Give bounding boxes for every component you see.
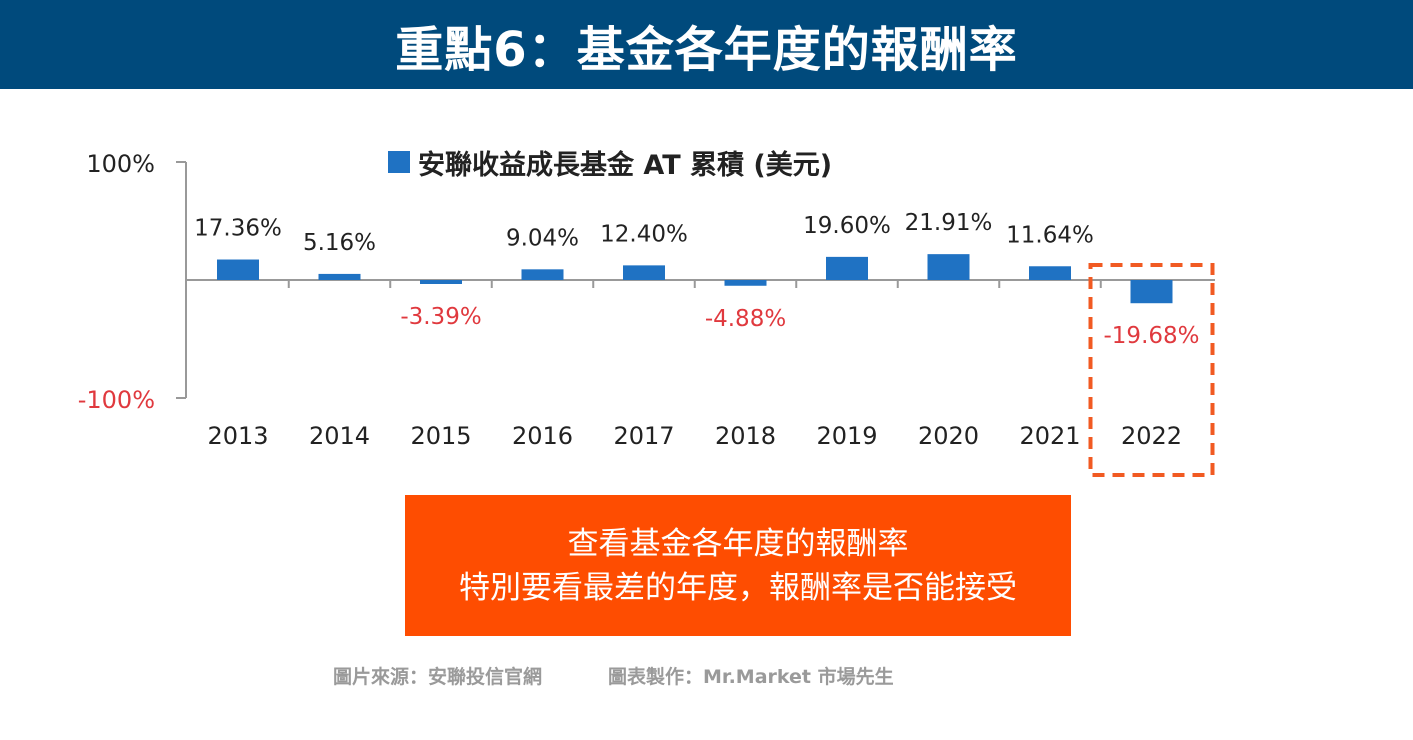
bar <box>420 280 462 285</box>
legend-swatch <box>388 151 410 173</box>
callout-line-1: 查看基金各年度的報酬率 <box>567 525 909 562</box>
data-label: 19.60% <box>803 213 891 239</box>
bar <box>1029 266 1071 280</box>
data-label: 21.91% <box>905 210 993 236</box>
x-tick-label: 2019 <box>816 422 877 450</box>
x-tick-label: 2016 <box>512 422 573 450</box>
x-tick-label: 2022 <box>1121 422 1182 450</box>
data-label: 9.04% <box>506 225 579 251</box>
bar <box>623 265 665 280</box>
x-tick-label: 2020 <box>918 422 979 450</box>
bar <box>724 280 767 286</box>
bar <box>826 256 868 280</box>
bar <box>217 259 259 280</box>
x-tick-label: 2015 <box>410 422 471 450</box>
y-tick-label: -100% <box>78 386 155 414</box>
data-label: 5.16% <box>303 230 376 256</box>
x-tick-label: 2017 <box>613 422 674 450</box>
callout-line-2: 特別要看最差的年度，報酬率是否能接受 <box>459 569 1017 606</box>
highlight-box <box>1088 263 1215 477</box>
page-title: 重點6：基金各年度的報酬率 <box>395 21 1018 78</box>
bar-chart: 100% -100% 2013 17.36% 2014 5.16% 2015 -3.39% 20… <box>0 110 1413 490</box>
x-tick-label: 2013 <box>207 422 268 450</box>
data-label: -3.39% <box>400 304 481 330</box>
bar <box>927 254 970 280</box>
data-label: -19.68% <box>1104 323 1200 349</box>
y-tick-label: 100% <box>86 150 155 178</box>
bar <box>1130 280 1173 304</box>
x-tick-label: 2014 <box>309 422 370 450</box>
data-label: 12.40% <box>600 221 688 247</box>
data-label: 11.64% <box>1006 222 1094 248</box>
x-tick-label: 2018 <box>715 422 776 450</box>
chart-title: 安聯收益成長基金 AT 累積 (美元) <box>418 149 833 181</box>
header-banner: 重點6：基金各年度的報酬率 <box>0 0 1413 89</box>
chart-credit: 圖表製作：Mr.Market 市場先生 <box>608 666 894 688</box>
bar <box>318 273 361 280</box>
data-label: -4.88% <box>705 306 786 332</box>
image-source: 圖片來源：安聯投信官網 <box>333 666 543 688</box>
bar <box>521 269 564 280</box>
data-label: 17.36% <box>194 216 282 242</box>
callout-box: 查看基金各年度的報酬率 特別要看最差的年度，報酬率是否能接受 <box>405 495 1071 636</box>
x-tick-label: 2021 <box>1019 422 1080 450</box>
chart-legend: 安聯收益成長基金 AT 累積 (美元) <box>388 142 832 182</box>
chart-canvas: 100% -100% 2013 17.36% 2014 5.16% 2015 -3.39% 20… <box>78 150 1215 477</box>
